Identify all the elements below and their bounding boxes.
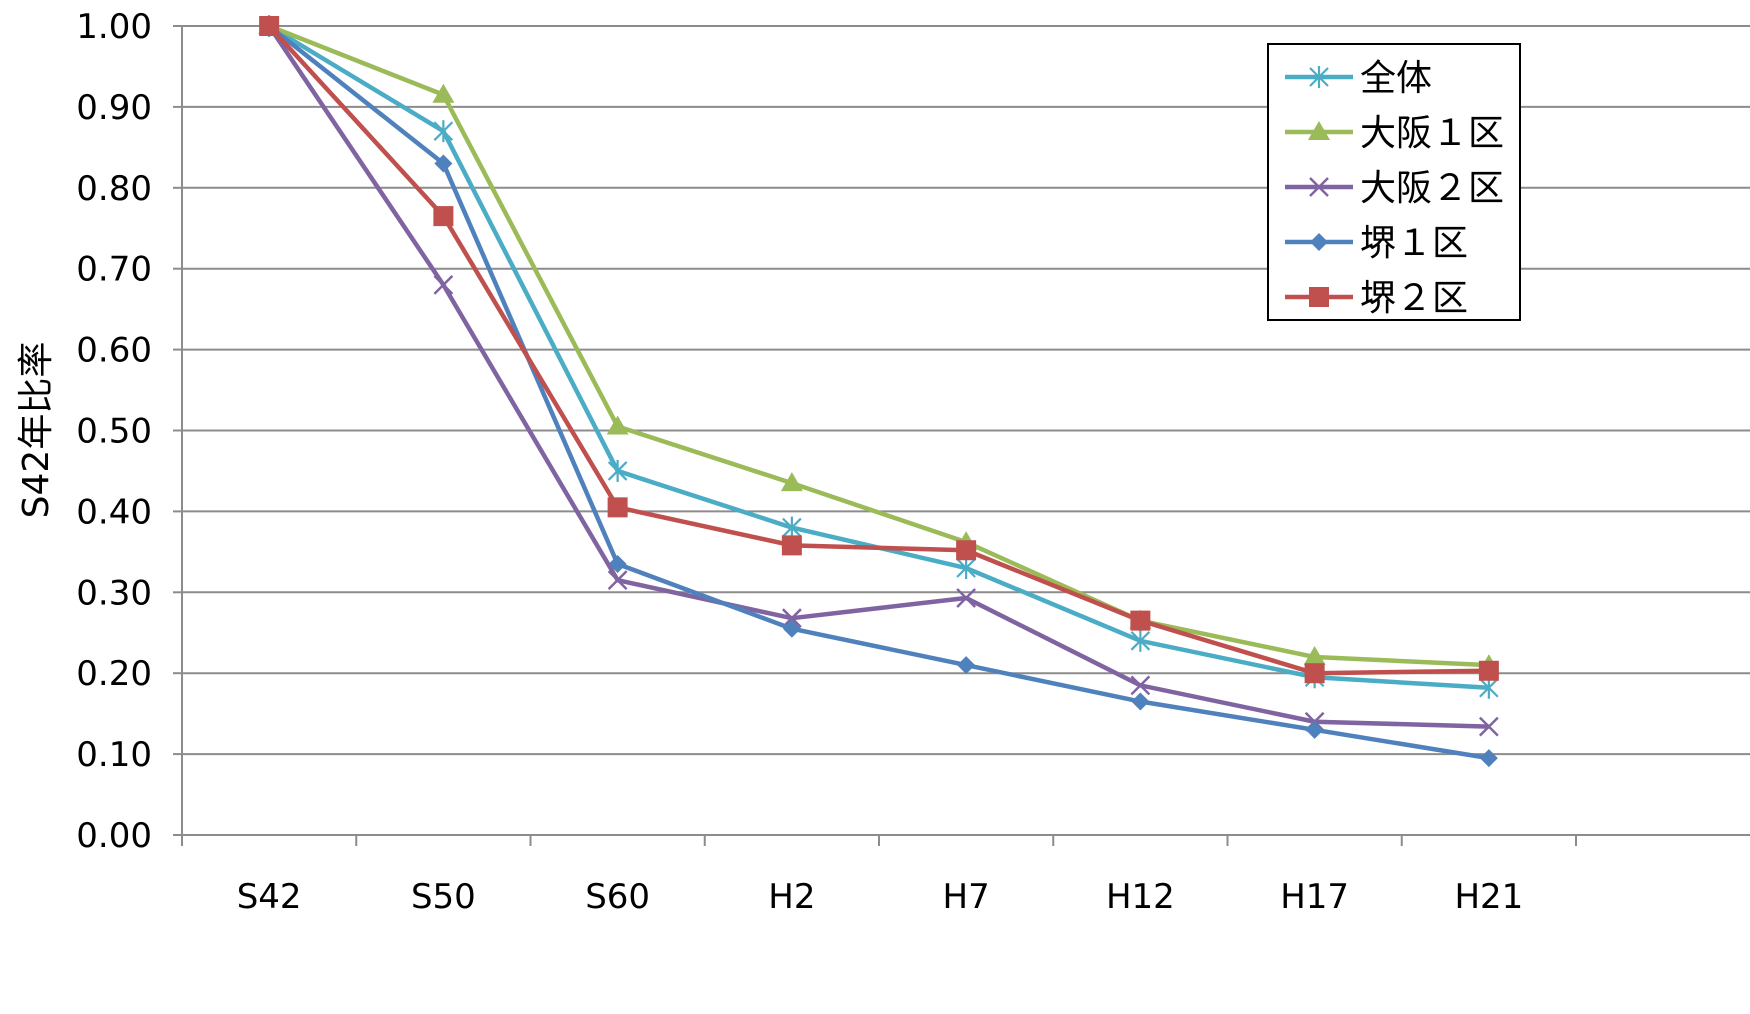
data-point [608, 554, 627, 573]
data-point [1304, 663, 1325, 684]
series-line [267, 24, 1489, 729]
data-point [607, 570, 628, 591]
y-axis-title: S42年比率 [16, 342, 57, 519]
data-point [433, 206, 454, 227]
data-point [1130, 610, 1151, 631]
y-tick-label: 0.20 [76, 654, 152, 694]
data-point [780, 472, 803, 492]
legend-item: 全体 [1285, 58, 1432, 99]
legend-item: 大阪２区 [1285, 168, 1504, 209]
x-tick-label: H2 [768, 877, 815, 917]
marker-stroke [1130, 675, 1151, 696]
data-point [1303, 646, 1326, 666]
legend-label: 堺２区 [1360, 278, 1468, 319]
data-point [956, 588, 977, 608]
data-point [782, 516, 802, 539]
legend-marker [1309, 66, 1329, 88]
x-tick-label: H12 [1106, 877, 1175, 917]
data-point [432, 83, 455, 103]
marker-stroke [433, 274, 454, 295]
data-point [433, 120, 454, 143]
y-tick-label: 0.80 [76, 169, 152, 209]
y-tick-label: 0.70 [76, 250, 152, 290]
series-4 [259, 16, 1499, 684]
series-line [267, 24, 1490, 761]
legend-box [1267, 43, 1521, 321]
x-tick-label: S60 [585, 877, 650, 917]
legend-marker [1308, 121, 1330, 140]
legend-item: 堺２区 [1285, 278, 1468, 319]
y-tick-label: 0.50 [76, 412, 152, 452]
x-tick-label: S42 [237, 877, 302, 917]
y-tick-label: 0.60 [76, 331, 152, 371]
data-point [1131, 692, 1150, 711]
legend-marker [1309, 177, 1329, 197]
series-group [258, 15, 1500, 768]
y-tick-label: 0.10 [76, 735, 152, 775]
data-point [1130, 629, 1151, 652]
y-tick-label: 0.00 [76, 816, 152, 856]
data-point [1305, 720, 1324, 739]
series-line [268, 23, 1489, 668]
data-point [1478, 716, 1499, 737]
data-point [956, 540, 977, 561]
data-point [957, 656, 976, 675]
data-point [1478, 660, 1499, 681]
data-point [1130, 675, 1151, 696]
legend-label: 全体 [1360, 58, 1432, 99]
legend-item: 大阪１区 [1285, 113, 1504, 154]
marker-stroke [956, 588, 977, 608]
legend-marker [1309, 287, 1329, 307]
data-point [434, 154, 453, 173]
data-point [781, 535, 802, 556]
x-tick-label: H17 [1280, 877, 1349, 917]
legend-item: 堺１区 [1285, 223, 1468, 264]
data-point [607, 459, 628, 482]
series-1 [258, 15, 1500, 674]
x-tick-label: H21 [1454, 877, 1523, 917]
y-tick-label: 0.40 [76, 492, 152, 532]
y-tick-label: 1.00 [76, 7, 152, 47]
gridlines [182, 25, 1750, 756]
data-point [259, 16, 280, 36]
y-tick-label: 0.90 [76, 88, 152, 128]
marker-stroke [607, 570, 628, 591]
y-axis-ticks: 0.00 0.10 0.20 0.30 0.40 0.50 0.60 0.70 0.80 0.90… [76, 7, 182, 856]
data-point [782, 619, 801, 638]
series-line [267, 24, 1489, 676]
data-point [606, 415, 629, 435]
legend-label: 大阪２区 [1360, 168, 1504, 209]
data-point [433, 274, 454, 295]
data-point [607, 497, 628, 518]
legend-marker [1310, 233, 1328, 251]
x-tick-label: S50 [411, 877, 476, 917]
data-point [956, 557, 976, 580]
x-tick-label: H7 [943, 877, 990, 917]
y-tick-label: 0.30 [76, 573, 152, 613]
x-axis-ticks: S42 S50 S60 H2 H7 H12 H17 H21 [181, 835, 1577, 917]
legend-label: 大阪１区 [1360, 113, 1504, 154]
legend-label: 堺１区 [1360, 223, 1468, 264]
data-point [1479, 749, 1498, 768]
marker-stroke [1309, 177, 1329, 197]
marker-stroke [1478, 716, 1499, 737]
